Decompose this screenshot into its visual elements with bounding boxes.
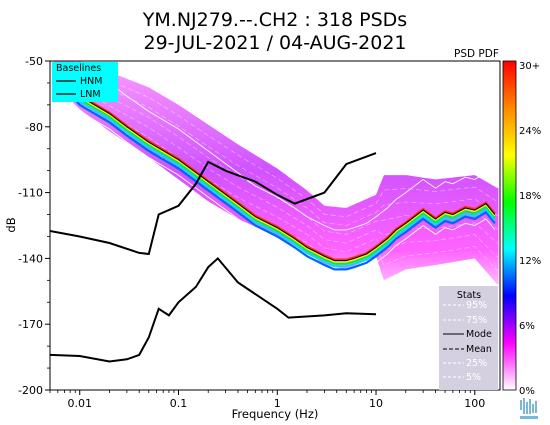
colorbar-strip: [502, 60, 517, 391]
colorbar-label: 30+: [519, 61, 540, 72]
x-axis: 0.01 0.1 1 10 100: [49, 390, 485, 410]
pdf-ridge: [57, 72, 496, 261]
stats-legend-95: 95%: [466, 300, 487, 311]
percentile-line: [75, 61, 496, 231]
stats-legend: Stats 95% 75% Mode Mean 25% 5%: [439, 286, 498, 390]
colorbar-label: 6%: [519, 321, 535, 332]
mode-line: [57, 73, 496, 262]
y-axis-label: dB: [4, 217, 18, 232]
pdf-ridge: [57, 76, 496, 265]
logo-icon: [520, 398, 538, 419]
x-axis-label: Frequency (Hz): [232, 407, 319, 421]
baselines-legend-title: Baselines: [56, 63, 101, 74]
pdf-streak: [61, 61, 499, 218]
baselines-legend: Baselines HNM LNM: [52, 62, 118, 102]
pdf-streak: [54, 77, 499, 258]
colorbar-label: 24%: [519, 126, 541, 137]
x-tick-label: 10: [369, 397, 383, 410]
y-tick-label: -200: [18, 384, 43, 397]
chart-title: YM.NJ279.--.CH2 : 318 PSDs: [142, 9, 407, 31]
plot-area: [49, 60, 501, 391]
nlnm-line: [50, 256, 377, 363]
y-tick-label: -50: [25, 55, 43, 68]
stats-legend-5: 5%: [466, 372, 481, 383]
y-tick-label: -140: [18, 252, 43, 265]
pdf-ridge: [57, 74, 496, 263]
stats-legend-title: Stats: [457, 290, 481, 301]
pdf-streak: [54, 72, 499, 244]
x-tick-label: 100: [464, 397, 485, 410]
stats-legend-25: 25%: [466, 358, 487, 369]
plot-frame: [49, 60, 501, 391]
baselines-legend-hnm: HNM: [80, 76, 102, 87]
colorbar: 30+ 24% 18% 12% 6% 0%: [502, 60, 541, 397]
baselines-legend-lnm: LNM: [80, 89, 101, 100]
y-axis: -50 -80 -110 -140 -170 -200: [18, 55, 50, 397]
pdf-streak: [54, 63, 499, 226]
x-tick-label: 0.1: [170, 397, 188, 410]
colorbar-label: 0%: [519, 386, 535, 397]
colorbar-title: PSD PDF: [454, 48, 499, 60]
chart-subtitle: 29-JUL-2021 / 04-AUG-2021: [144, 32, 407, 54]
colorbar-label: 12%: [519, 256, 541, 267]
y-tick-label: -110: [18, 187, 43, 200]
stats-legend-75: 75%: [466, 315, 487, 326]
stats-legend-mode: Mode: [466, 329, 492, 340]
x-tick-label: 0.01: [67, 397, 92, 410]
pdf-ridge: [57, 82, 496, 271]
y-tick-label: -80: [25, 121, 43, 134]
pdf-ridge: [57, 79, 496, 268]
stats-legend-box: [439, 286, 498, 390]
pdf-band: [54, 61, 499, 285]
y-tick-label: -170: [18, 318, 43, 331]
percentile-line: [57, 89, 496, 277]
nhnm-line: [50, 152, 377, 256]
colorbar-label: 18%: [519, 191, 541, 202]
x-tick-label: 1: [274, 397, 281, 410]
baselines-legend-box: [52, 62, 118, 102]
stats-legend-mean: Mean: [466, 344, 492, 355]
